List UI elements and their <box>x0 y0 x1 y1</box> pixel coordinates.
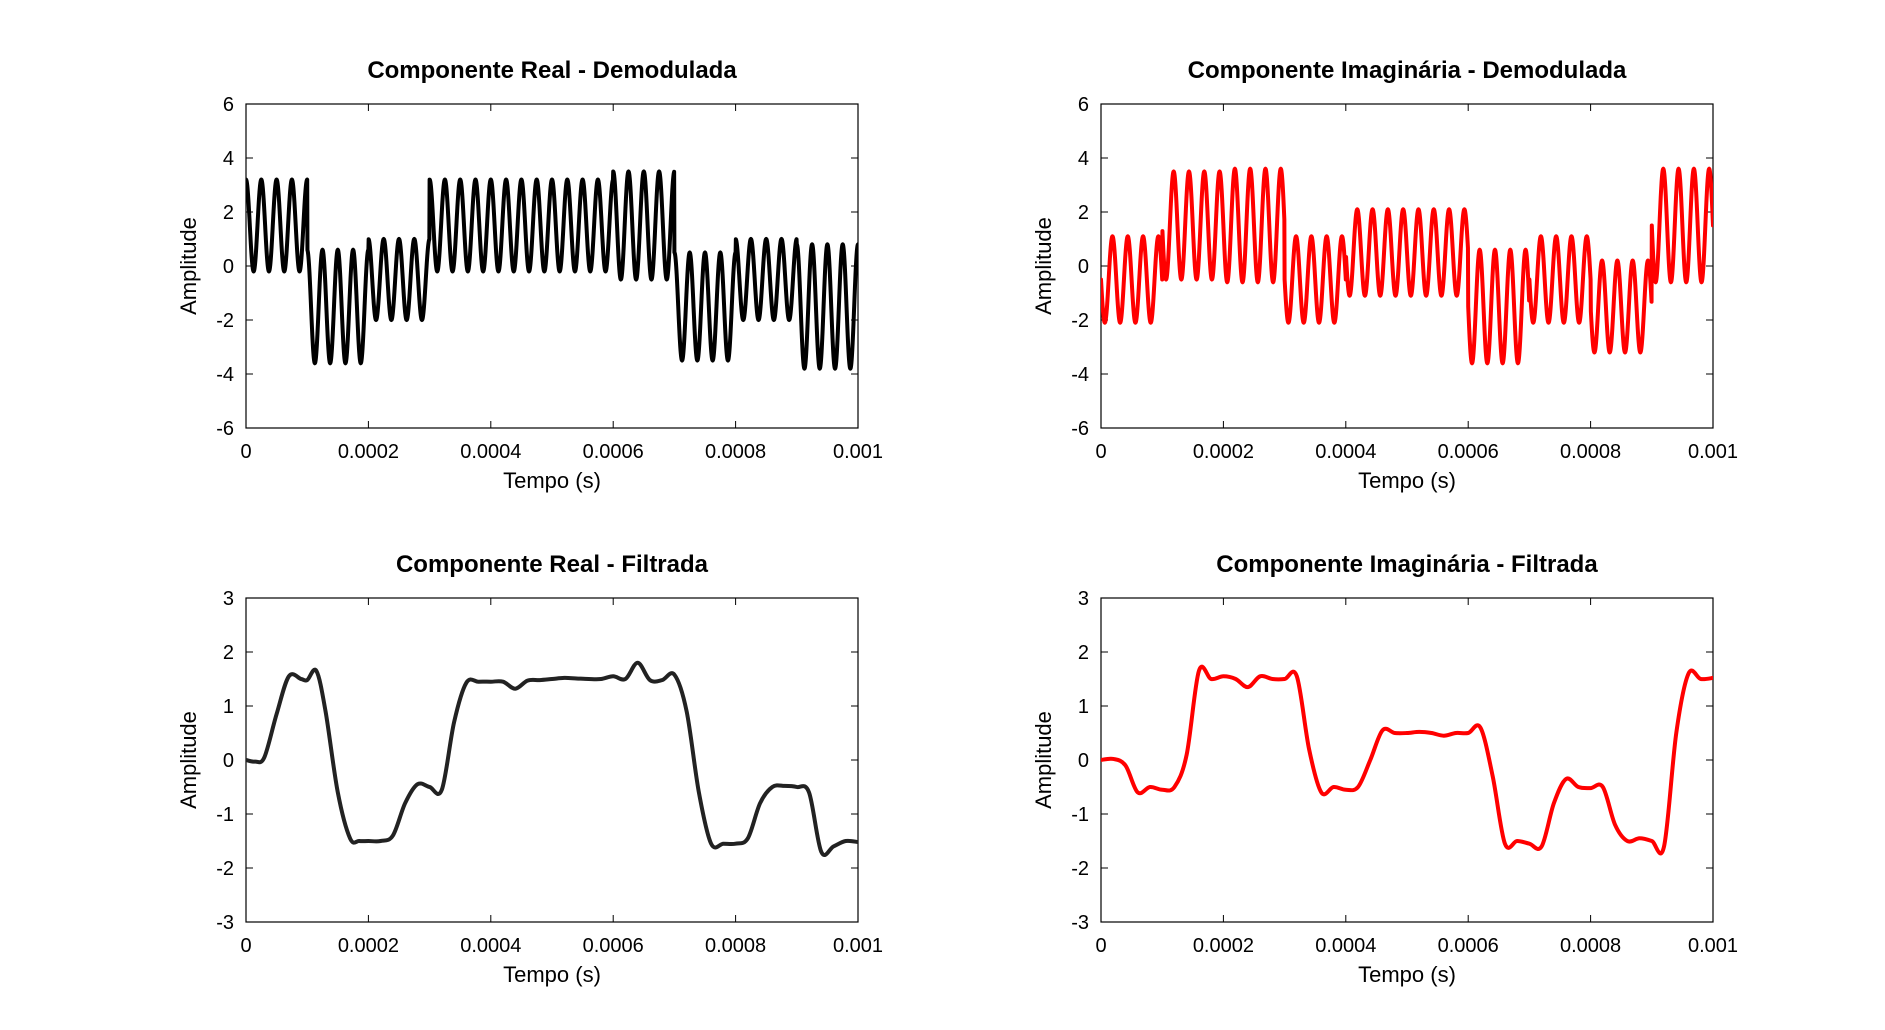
x-tick-label: 0.001 <box>833 441 883 463</box>
y-axis-label: Amplitude <box>176 217 201 315</box>
y-tick-label: -6 <box>216 418 234 440</box>
y-tick-label: -2 <box>1071 310 1089 332</box>
series-line <box>246 660 858 858</box>
chart-title: Componente Real - Demodulada <box>367 57 737 84</box>
x-tick-label: 0.0002 <box>1193 441 1254 463</box>
y-tick-label: 1 <box>1078 696 1089 718</box>
y-tick-label: -6 <box>1071 418 1089 440</box>
x-tick-label: 0.0006 <box>583 935 644 957</box>
y-tick-label: 2 <box>223 202 234 224</box>
x-tick-label: 0.0006 <box>1438 441 1499 463</box>
chart-panel-3: Componente Real - Filtrada 0 0.0002 0.0004 0… <box>176 551 883 987</box>
plot-frame <box>245 597 859 923</box>
y-tick-label: 0 <box>223 256 234 278</box>
x-tick-label: 0.0002 <box>1193 935 1254 957</box>
x-tick-label: 0.001 <box>1688 935 1738 957</box>
x-axis-label: Tempo (s) <box>1358 468 1456 493</box>
x-tick-label: 0.0008 <box>1560 441 1621 463</box>
y-tick-label: -3 <box>1071 912 1089 934</box>
x-tick-label: 0.001 <box>833 935 883 957</box>
y-tick-label: -3 <box>216 912 234 934</box>
x-tick-label: 0.0006 <box>1438 935 1499 957</box>
x-tick-label: 0.0002 <box>338 935 399 957</box>
y-tick-label: -4 <box>1071 364 1089 386</box>
y-tick-label: -2 <box>216 858 234 880</box>
y-tick-label: 2 <box>223 642 234 664</box>
chart-panel-1: Componente Real - Demodulada 0 0.0002 0.000… <box>176 57 883 493</box>
y-tick-label: -1 <box>216 804 234 826</box>
x-tick-label: 0.0004 <box>460 935 521 957</box>
x-tick-label: 0.0008 <box>705 441 766 463</box>
y-tick-label: 6 <box>223 94 234 116</box>
y-tick-label: -4 <box>216 364 234 386</box>
chart-title: Componente Real - Filtrada <box>396 551 709 578</box>
x-tick-label: 0 <box>1095 441 1106 463</box>
y-tick-label: -2 <box>1071 858 1089 880</box>
x-tick-label: 0.001 <box>1688 441 1738 463</box>
series-line <box>1101 664 1713 856</box>
y-tick-label: 4 <box>1078 148 1089 170</box>
x-tick-label: 0.0004 <box>1315 935 1376 957</box>
x-axis-label: Tempo (s) <box>1358 962 1456 987</box>
y-tick-label: 0 <box>1078 750 1089 772</box>
chart-title: Componente Imaginária - Demodulada <box>1188 57 1627 84</box>
y-tick-label: 1 <box>223 696 234 718</box>
x-axis-label: Tempo (s) <box>503 468 601 493</box>
x-tick-label: 0.0004 <box>1315 441 1376 463</box>
x-tick-label: 0.0008 <box>705 935 766 957</box>
x-tick-label: 0.0008 <box>1560 935 1621 957</box>
y-tick-label: 2 <box>1078 202 1089 224</box>
y-tick-label: 0 <box>1078 256 1089 278</box>
x-tick-label: 0.0006 <box>583 441 644 463</box>
y-tick-label: 2 <box>1078 642 1089 664</box>
y-tick-label: 3 <box>1078 588 1089 610</box>
y-tick-label: -2 <box>216 310 234 332</box>
x-axis-label: Tempo (s) <box>503 962 601 987</box>
y-tick-label: -1 <box>1071 804 1089 826</box>
y-axis-label: Amplitude <box>176 711 201 809</box>
x-tick-label: 0.0004 <box>460 441 521 463</box>
x-tick-label: 0.0002 <box>338 441 399 463</box>
series-line <box>1101 166 1713 366</box>
y-axis-label: Amplitude <box>1031 217 1056 315</box>
chart-panel-2: Componente Imaginária - Demodulada 0 0.000… <box>1031 57 1738 493</box>
x-tick-label: 0 <box>240 441 251 463</box>
chart-title: Componente Imaginária - Filtrada <box>1216 551 1598 578</box>
series-line <box>246 169 858 371</box>
x-tick-label: 0 <box>1095 935 1106 957</box>
y-tick-label: 4 <box>223 148 234 170</box>
y-tick-label: 0 <box>223 750 234 772</box>
y-tick-label: 3 <box>223 588 234 610</box>
x-tick-label: 0 <box>240 935 251 957</box>
y-tick-label: 6 <box>1078 94 1089 116</box>
chart-panel-4: Componente Imaginária - Filtrada 0 0.0002 0… <box>1031 551 1738 987</box>
y-axis-label: Amplitude <box>1031 711 1056 809</box>
plot-frame <box>1100 597 1714 923</box>
